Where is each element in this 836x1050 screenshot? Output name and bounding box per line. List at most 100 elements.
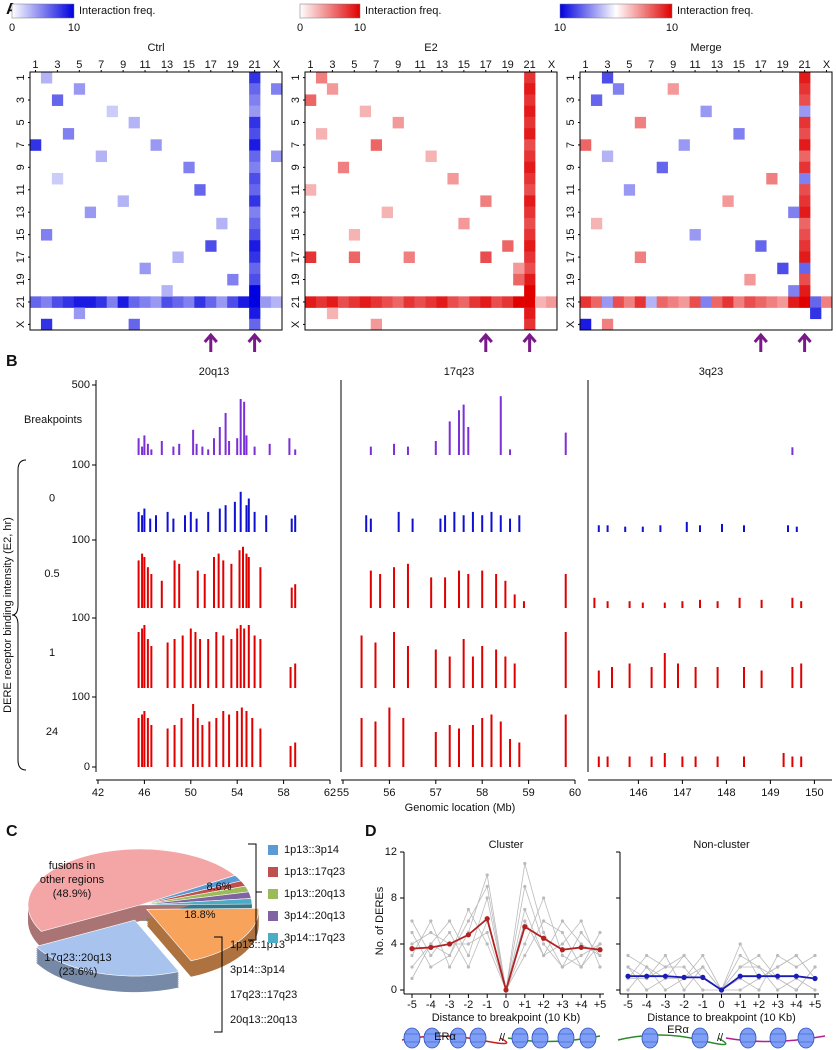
x-tick-label: 15 xyxy=(733,59,745,71)
heatmap-cell xyxy=(139,296,151,308)
point xyxy=(794,953,798,958)
slice-value-label: (48.9%) xyxy=(53,888,92,900)
point xyxy=(663,965,668,969)
y-tick-label: 1 xyxy=(565,75,577,81)
heatmap-cell xyxy=(524,172,536,185)
heatmap-cell xyxy=(227,296,239,308)
x-tick-label: 3 xyxy=(604,59,610,71)
heatmap-cell xyxy=(305,251,317,263)
heatmap-cell xyxy=(766,172,778,185)
y-tick-label: 9 xyxy=(565,164,577,170)
x-tick-label: -2 xyxy=(679,999,689,1011)
point xyxy=(598,942,602,946)
y-tick-label: 9 xyxy=(290,164,302,170)
heatmap-cell xyxy=(227,273,239,286)
chart-title: Non-cluster xyxy=(693,839,750,851)
nucleosome xyxy=(469,1027,487,1049)
series-line xyxy=(411,896,601,992)
series-line xyxy=(411,863,601,991)
point xyxy=(429,953,433,958)
heatmap-cell xyxy=(84,206,97,219)
heatmap-cell xyxy=(271,296,283,308)
heatmap-cell xyxy=(249,94,261,106)
heatmap-cell xyxy=(249,150,261,163)
heatmap-cell xyxy=(326,83,339,95)
point xyxy=(465,932,471,938)
heatmap-cell xyxy=(414,296,426,308)
row-label: 24 xyxy=(46,726,58,738)
point xyxy=(560,965,565,969)
heatmap-cell xyxy=(249,273,261,286)
colorbar xyxy=(559,3,673,19)
heatmap-cell xyxy=(480,296,492,308)
heatmap-cell xyxy=(524,285,536,297)
heatmap-cell xyxy=(524,116,536,129)
x-tick-label: 17 xyxy=(205,59,217,71)
nucleosome xyxy=(531,1027,549,1049)
heatmap-cell xyxy=(40,72,53,84)
colorbar-label: Interaction freq. xyxy=(79,5,155,17)
x-tick-label: 1 xyxy=(32,59,38,71)
y-tick-label: 12 xyxy=(385,846,397,858)
heatmap-cell xyxy=(524,262,536,275)
x-tick-label: 46 xyxy=(138,787,150,799)
point xyxy=(542,896,546,900)
heatmap-cell xyxy=(634,116,647,129)
heatmap-cell xyxy=(799,72,811,84)
x-tick-label: 148 xyxy=(717,787,735,799)
point xyxy=(662,973,669,979)
heatmap-cell xyxy=(810,307,822,320)
heatmap-cell xyxy=(447,296,459,308)
heatmap-cell xyxy=(667,83,679,95)
heatmap-cell xyxy=(271,83,283,95)
y-tick-label: 9 xyxy=(15,164,27,170)
x-tick-label: 7 xyxy=(648,59,654,71)
point xyxy=(701,988,705,992)
heatmap-cell xyxy=(524,83,536,95)
point xyxy=(466,953,470,958)
y-tick-label: 19 xyxy=(290,273,302,285)
x-tick-label: 59 xyxy=(522,787,534,799)
x-tick-label: -3 xyxy=(661,999,671,1011)
pie-slice xyxy=(27,848,236,932)
heatmap-cell xyxy=(348,229,361,241)
heatmap-cell xyxy=(799,83,811,95)
heatmap-cell xyxy=(524,206,536,219)
heatmap-cell xyxy=(601,318,614,331)
heatmap-cell xyxy=(513,273,525,286)
heatmap-cell xyxy=(524,184,536,196)
y-tick-label: 11 xyxy=(15,184,27,195)
point xyxy=(579,942,583,946)
colorbar-tick-label: 0 xyxy=(297,22,303,34)
point xyxy=(542,930,546,935)
heatmap-cell xyxy=(117,195,129,207)
heatmap-cell xyxy=(51,172,64,185)
point xyxy=(757,953,761,958)
nucleosome xyxy=(739,1027,757,1049)
y-axis-label: DERE receptor binding intensity (E2, hr) xyxy=(2,517,14,713)
point xyxy=(794,988,798,992)
heatmap-cell xyxy=(524,251,536,263)
heatmap-cell xyxy=(480,195,492,207)
heatmap-cell xyxy=(799,296,811,308)
y-tick-label: 5 xyxy=(290,119,302,125)
heatmap-cell xyxy=(381,206,393,219)
y-tick-label: 5 xyxy=(565,119,577,125)
slice-value-label: 18.8% xyxy=(184,909,215,921)
x-axis-label: Distance to breakpoint (10 Kb) xyxy=(432,1012,581,1024)
y-tick-label: 13 xyxy=(565,206,577,218)
heatmap-frame xyxy=(579,71,833,331)
heatmap-cell xyxy=(788,206,800,219)
brace xyxy=(11,459,27,771)
x-tick-label: 1 xyxy=(582,59,588,71)
point xyxy=(645,988,649,992)
heatmap-cell xyxy=(722,195,734,207)
x-tick-label: 50 xyxy=(185,787,197,799)
heatmap-cell xyxy=(777,296,789,308)
point xyxy=(738,953,742,958)
point xyxy=(757,988,761,992)
heatmap-cell xyxy=(128,296,140,308)
x-tick-label: 21 xyxy=(798,59,810,71)
heatmap-cell xyxy=(62,128,75,140)
annotation: ERα xyxy=(434,1031,456,1043)
